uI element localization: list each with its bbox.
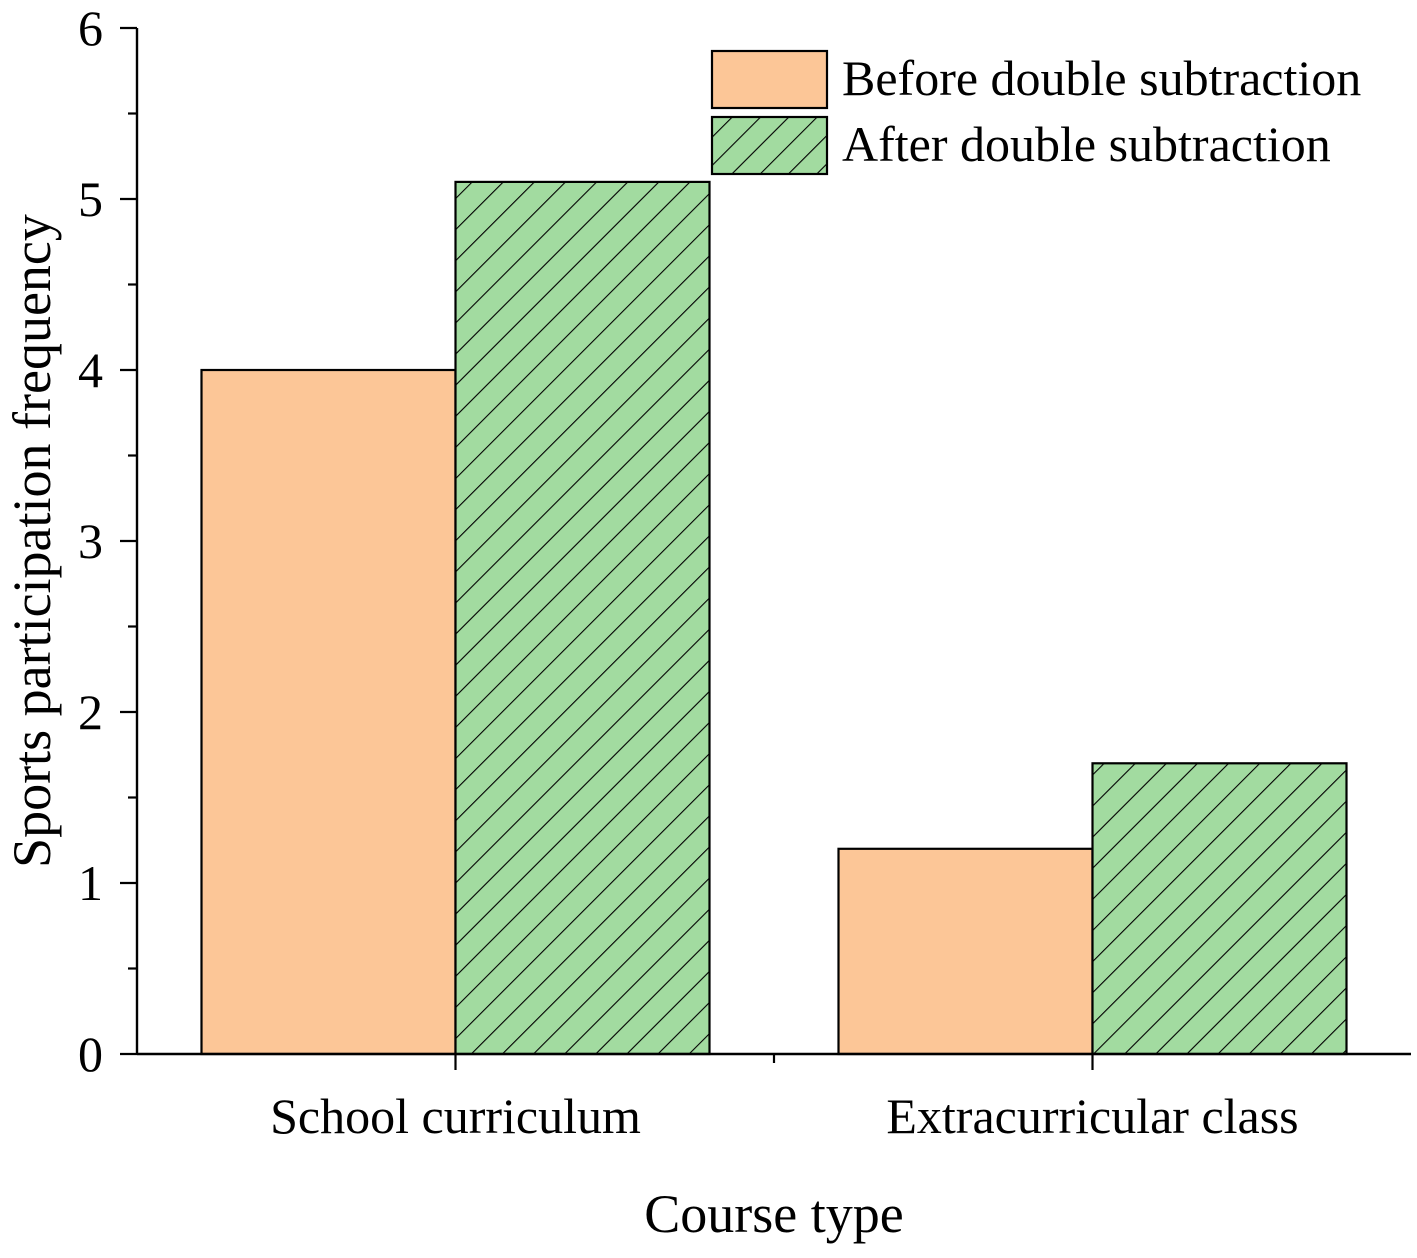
y-tick-label: 5	[78, 171, 103, 227]
bar-after-extracurricular-class	[1091, 762, 1348, 1056]
x-tick-label: School curriculum	[270, 1088, 641, 1144]
y-axis-title: Sports participation frequency	[2, 214, 62, 868]
bar-before-school-curriculum	[200, 368, 457, 1056]
x-axis-title: Course type	[644, 1184, 903, 1244]
legend-label-before: Before double subtraction	[842, 50, 1361, 106]
legend-swatch-before	[710, 49, 829, 110]
bar-after-school-curriculum	[454, 180, 711, 1056]
y-tick-label: 4	[78, 342, 103, 398]
x-tick-label: Extracurricular class	[886, 1088, 1298, 1144]
y-tick-label: 3	[78, 513, 103, 569]
legend-label-after: After double subtraction	[842, 116, 1331, 172]
y-tick-label: 1	[78, 855, 103, 911]
bar-before-extracurricular-class	[837, 847, 1094, 1056]
y-tick-label: 6	[78, 0, 103, 56]
y-tick-label: 2	[78, 684, 103, 740]
y-tick-label: 0	[78, 1026, 103, 1082]
legend-swatch-after	[710, 115, 829, 176]
